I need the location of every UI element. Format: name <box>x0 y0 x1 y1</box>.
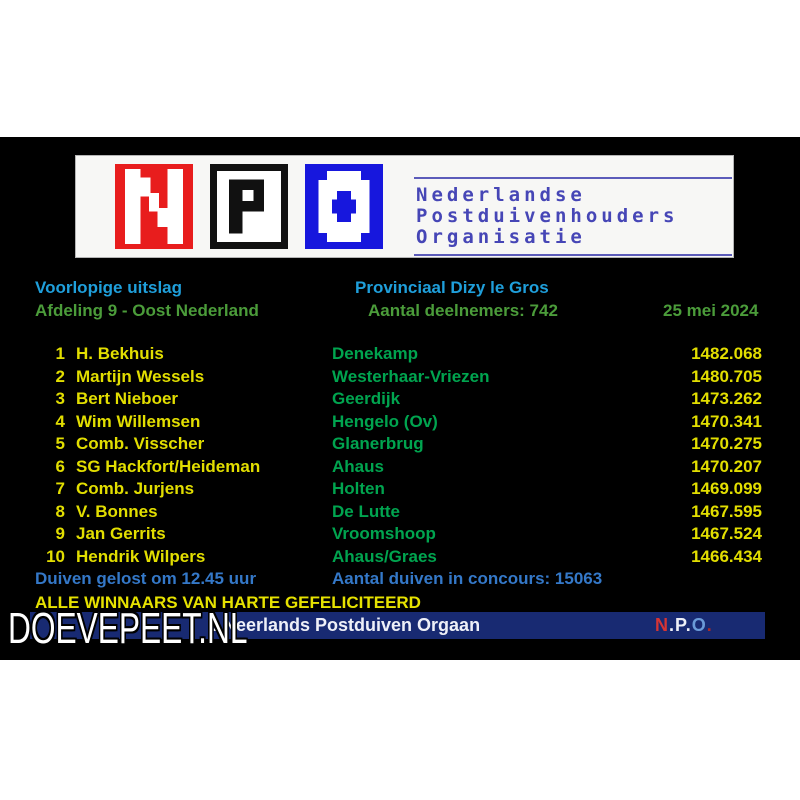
row-rank: 2 <box>55 366 65 386</box>
org-line-2: Postduivenhouders <box>416 205 679 227</box>
footer-bar: : Neerlands Postduiven Orgaan N.P.O. <box>30 612 765 639</box>
table-row: 10 Hendrik Wilpers Ahaus/Graes 1466.434 <box>0 547 800 570</box>
row-name: Hendrik Wilpers <box>76 546 206 566</box>
department-label: Afdeling 9 - Oost Nederland <box>35 301 259 320</box>
row-name: V. Bonnes <box>76 501 158 521</box>
footer-npo-abbrev: N.P.O. <box>655 612 713 639</box>
race-title: Provinciaal Dizy le Gros <box>355 278 549 297</box>
row-name: H. Bekhuis <box>76 344 164 363</box>
row-rank: 3 <box>55 389 65 408</box>
row-name: Comb. Jurjens <box>76 479 195 498</box>
row-rank: 10 <box>46 546 65 566</box>
logo-letter-o-icon <box>305 164 383 249</box>
row-place: De Lutte <box>332 501 400 521</box>
row-place: Geerdijk <box>332 389 401 408</box>
table-row: 9 Jan Gerrits Vroomshoop 1467.524 <box>0 524 800 547</box>
congratulations-text: ALLE WINNAARS VAN HARTE GEFELICITEERD <box>35 593 421 612</box>
table-row: 1 H. Bekhuis Denekamp 1482.068 <box>0 344 800 367</box>
release-info: Duiven gelost om 12.45 uur <box>35 569 257 588</box>
row-points: 1473.262 <box>691 389 762 408</box>
row-rank: 1 <box>55 344 65 363</box>
table-row: 3 Bert Nieboer Geerdijk 1473.262 <box>0 389 800 412</box>
table-row: 5 Comb. Visscher Glanerbrug 1470.275 <box>0 434 800 457</box>
npo-letter: . <box>706 615 713 635</box>
row-points: 1467.524 <box>691 524 762 543</box>
row-points: 1469.099 <box>691 479 762 498</box>
npo-letter: O <box>691 615 707 635</box>
row-points: 1470.275 <box>691 434 762 453</box>
row-name: SG Hackfort/Heideman <box>76 456 261 476</box>
watermark-site-name: DOEVEPEET.NL <box>8 604 248 653</box>
npo-letter: P <box>675 615 686 635</box>
org-line-1: Nederlandse <box>416 184 586 206</box>
table-row: 4 Wim Willemsen Hengelo (Ov) 1470.341 <box>0 412 800 435</box>
row-rank: 9 <box>55 524 65 543</box>
row-place: Ahaus/Graes <box>332 546 437 566</box>
teletext-panel: Nederlandse Postduivenhouders Organisati… <box>0 137 800 660</box>
npo-logo-banner: Nederlandse Postduivenhouders Organisati… <box>75 155 734 258</box>
results-rows: 1 H. Bekhuis Denekamp 1482.068 2 Martijn Wess… <box>0 344 800 569</box>
row-place: Westerhaar-Vriezen <box>332 366 490 386</box>
row-place: Vroomshoop <box>332 524 436 543</box>
row-place: Holten <box>332 479 385 498</box>
row-points: 1466.434 <box>691 546 762 566</box>
row-name: Wim Willemsen <box>76 411 201 431</box>
row-place: Hengelo (Ov) <box>332 411 438 431</box>
npo-letter: . <box>685 615 692 635</box>
row-rank: 6 <box>55 456 65 476</box>
logo-letter-p-icon <box>210 164 288 249</box>
row-rank: 5 <box>55 434 65 453</box>
row-name: Bert Nieboer <box>76 389 179 408</box>
row-name: Comb. Visscher <box>76 434 205 453</box>
row-rank: 8 <box>55 501 65 521</box>
row-points: 1470.207 <box>691 456 762 476</box>
result-status-label: Voorlopige uitslag <box>35 278 183 297</box>
org-divider-top <box>414 177 732 179</box>
row-place: Denekamp <box>332 344 418 363</box>
row-points: 1467.595 <box>691 501 762 521</box>
birds-in-race-info: Aantal duiven in concours: 15063 <box>332 569 603 588</box>
npo-letter: N <box>655 615 669 635</box>
row-rank: 7 <box>55 479 65 498</box>
row-points: 1480.705 <box>691 366 762 386</box>
npo-letter: . <box>669 615 676 635</box>
row-place: Ahaus <box>332 456 384 476</box>
org-line-3: Organisatie <box>416 226 586 248</box>
race-date: 25 mei 2024 <box>663 301 759 320</box>
row-points: 1482.068 <box>691 344 762 363</box>
org-divider-bottom <box>414 254 732 256</box>
row-rank: 4 <box>55 411 65 431</box>
row-points: 1470.341 <box>691 411 762 431</box>
row-name: Martijn Wessels <box>76 366 205 386</box>
footer-bar-source: : Neerlands Postduiven Orgaan <box>212 615 481 635</box>
participants-label: Aantal deelnemers: 742 <box>368 301 558 320</box>
row-place: Glanerbrug <box>332 434 424 453</box>
row-name: Jan Gerrits <box>76 524 166 543</box>
logo-letter-n-icon <box>115 164 193 249</box>
table-row: 6 SG Hackfort/Heideman Ahaus 1470.207 <box>0 457 800 480</box>
org-name-text: Nederlandse Postduivenhouders Organisati… <box>416 185 678 248</box>
table-row: 8 V. Bonnes De Lutte 1467.595 <box>0 502 800 525</box>
table-row: 2 Martijn Wessels Westerhaar-Vriezen 1480.7… <box>0 367 800 390</box>
table-row: 7 Comb. Jurjens Holten 1469.099 <box>0 479 800 502</box>
